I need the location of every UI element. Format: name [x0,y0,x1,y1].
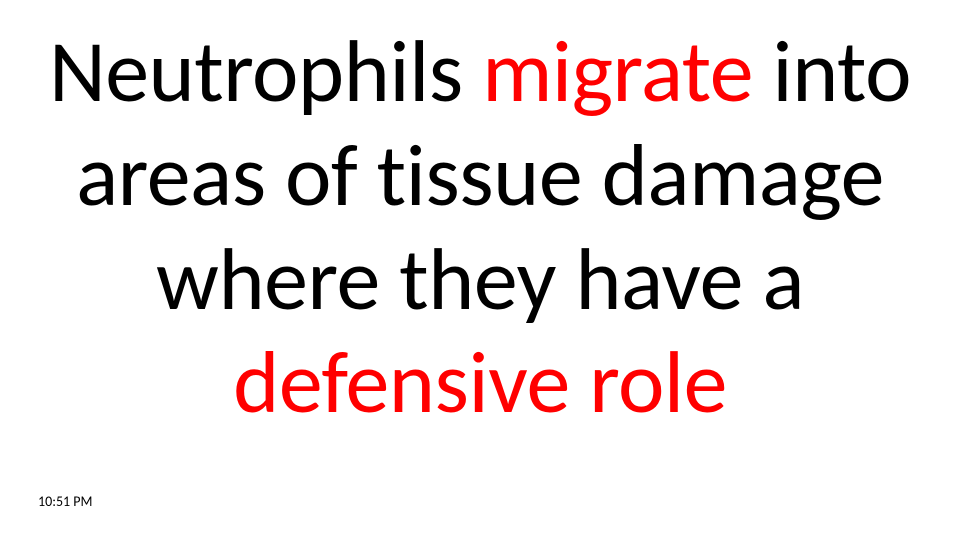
text-segment: where they have a [156,225,804,333]
line-2: areas of tissue damage [0,124,960,228]
text-segment: into [772,17,911,125]
main-text-block: Neutrophils migrate into areas of tissue… [0,20,960,435]
text-segment: Neutrophils [49,17,482,125]
slide: Neutrophils migrate into areas of tissue… [0,0,960,540]
line-1: Neutrophils migrate into [0,20,960,124]
text-segment: areas of tissue damage [76,121,884,229]
text-segment: migrate [482,17,772,125]
timestamp: 10:51 PM [38,493,93,510]
text-segment: defensive role [233,328,727,436]
line-3: where they have a [0,228,960,332]
line-4: defensive role [0,331,960,435]
